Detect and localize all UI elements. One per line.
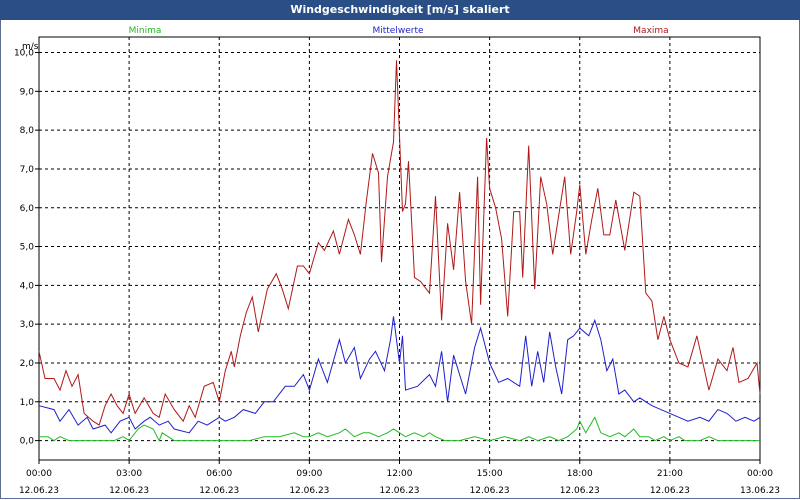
legend-entry-maxima: Maxima [633,26,668,36]
legend: Minima Mittelwerte Maxima [129,26,669,36]
chart-title: Windgeschwindigkeit [m/s] skaliert [0,0,800,20]
y-axis-label: m/s [22,42,39,52]
y-tick-label: 3,0 [20,320,35,330]
x-tick-time-label: 03:00 [116,469,142,479]
x-tick-time-label: 21:00 [657,469,683,479]
series-line-minima [39,416,760,442]
x-tick-date-label: 12.06.23 [109,486,149,496]
y-tick-label: 6,0 [20,204,35,214]
x-tick-date-label: 12.06.23 [289,486,329,496]
x-tick-time-label: 12:00 [387,469,413,479]
x-tick-time-label: 00:00 [26,469,52,479]
x-tick-time-label: 00:00 [747,469,773,479]
series-line-mittelwerte [38,316,761,434]
x-tick-date-label: 12.06.23 [560,486,600,496]
y-tick-label: 5,0 [20,243,35,253]
legend-entry-minima: Minima [129,26,162,36]
x-tick-date-label: 12.06.23 [470,486,510,496]
series-lines [38,60,761,442]
y-tick-label: 2,0 [20,359,35,369]
x-tick-time-label: 09:00 [296,469,322,479]
y-tick-label: 8,0 [20,126,35,136]
legend-entry-mittelwerte: Mittelwerte [372,26,423,36]
x-tick-date-label: 12.06.23 [19,486,59,496]
series-line-maxima [38,60,761,426]
x-tick-date-label: 13.06.23 [740,486,780,496]
x-tick-time-label: 15:00 [477,469,503,479]
y-tick-label: 9,0 [20,87,35,97]
x-tick-date-label: 12.06.23 [379,486,419,496]
x-tick-date-label: 12.06.23 [199,486,239,496]
y-tick-label: 0,0 [20,437,35,447]
x-tick-time-label: 06:00 [206,469,232,479]
x-tick-time-label: 18:00 [567,469,593,479]
x-axis: 00:00 12.06.23 03:00 12.06.23 06:00 12.06.23 0… [19,460,780,496]
y-axis: 0,0 1,0 2,0 3,0 4,0 5,0 6,0 7,0 8,0 9,0 10,0 [14,49,39,447]
y-tick-label: 7,0 [20,165,35,175]
x-tick-date-label: 12.06.23 [650,486,690,496]
y-tick-label: 10,0 [14,49,34,59]
y-tick-label: 4,0 [20,281,35,291]
y-tick-label: 1,0 [20,398,35,408]
